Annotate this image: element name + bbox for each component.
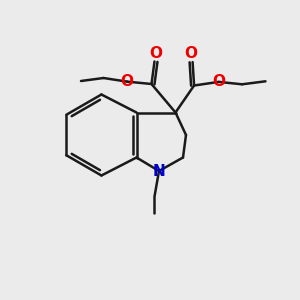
Text: N: N [153, 164, 165, 178]
Text: O: O [184, 46, 198, 61]
Text: O: O [149, 46, 163, 61]
Text: O: O [120, 74, 134, 89]
Text: O: O [212, 74, 225, 89]
